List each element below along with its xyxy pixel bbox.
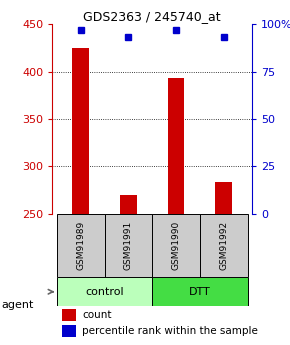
Bar (200, 214, 248, 277)
Bar (57, 214, 105, 277)
Text: count: count (82, 310, 112, 320)
Bar (57, 277, 152, 306)
Text: GSM91992: GSM91992 (219, 221, 228, 270)
Title: GDS2363 / 245740_at: GDS2363 / 245740_at (84, 10, 221, 23)
Text: GSM91989: GSM91989 (76, 221, 85, 270)
Bar (168, 78, 184, 214)
Bar (215, 181, 232, 214)
Text: GSM91991: GSM91991 (124, 221, 133, 270)
Bar (72, 48, 89, 214)
Text: control: control (85, 287, 124, 297)
Text: GSM91990: GSM91990 (172, 221, 181, 270)
Bar (152, 214, 200, 277)
Bar (152, 277, 248, 306)
Text: agent: agent (1, 300, 34, 310)
Bar (120, 195, 137, 214)
Bar (105, 214, 152, 277)
Text: percentile rank within the sample: percentile rank within the sample (82, 326, 258, 336)
Bar (62, 309, 76, 321)
Bar (62, 325, 76, 336)
Text: DTT: DTT (189, 287, 211, 297)
